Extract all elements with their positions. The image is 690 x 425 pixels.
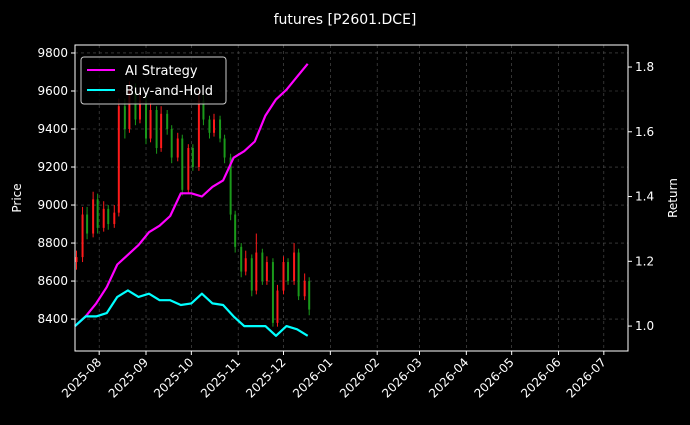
candle-body (102, 208, 105, 228)
candle-body (113, 212, 116, 225)
candle-body (149, 110, 152, 139)
candle-body (287, 262, 290, 282)
candle-body (75, 257, 78, 263)
candle-body (271, 262, 274, 323)
candle-body (138, 100, 141, 120)
candle-body (255, 252, 258, 291)
y2-tick-label: 1.6 (635, 125, 654, 139)
y-tick-label: 9200 (37, 160, 68, 174)
y-axis-right: 1.0 1.2 1.4 1.6 1.8 (628, 60, 654, 333)
candle-body (166, 113, 169, 130)
y-tick-label: 8600 (37, 274, 68, 288)
candle-body (160, 113, 163, 149)
candle-body (134, 90, 137, 120)
candle-body (202, 100, 205, 120)
candle-body (282, 262, 285, 291)
candle-body (208, 119, 211, 133)
candle-body (128, 90, 131, 130)
candle-body (176, 138, 179, 158)
candle-body (86, 214, 89, 234)
y-axis-label: Price (10, 183, 24, 212)
series-line-buy-and-hold (74, 289, 309, 337)
legend: AI Strategy Buy-and-Hold (80, 56, 227, 105)
candle-body (117, 106, 120, 213)
candle-body (197, 100, 200, 168)
candle-body (265, 262, 268, 282)
legend-label-buy-and-hold: Buy-and-Hold (125, 84, 213, 99)
candle-body (244, 258, 247, 272)
candle-body (187, 148, 190, 190)
plot-frame (74, 44, 629, 352)
series-lines (74, 63, 309, 337)
y2-tick-label: 1.0 (635, 319, 654, 333)
y-tick-label: 9800 (37, 46, 68, 60)
y2-tick-label: 1.4 (635, 190, 654, 204)
chart-title: futures [P2601.DCE] (274, 12, 417, 28)
candle-body (240, 246, 243, 272)
candle-body (170, 129, 173, 158)
candle-body (308, 281, 311, 310)
candle-body (293, 252, 296, 282)
candle-body (96, 199, 99, 228)
candle-body (92, 199, 95, 234)
series-line-ai-strategy (74, 63, 309, 327)
candle-body (261, 252, 264, 282)
legend-box (80, 56, 227, 105)
y-axis-left: 8400 8600 8800 9000 9200 9400 9600 9800 (37, 46, 75, 326)
y-tick-label: 9000 (37, 198, 68, 212)
candle-body (107, 208, 110, 225)
y2-tick-label: 1.2 (635, 254, 654, 268)
candle-body (191, 148, 194, 168)
candle-body (303, 281, 306, 297)
candle-body (213, 119, 216, 133)
y-tick-label: 9600 (37, 84, 68, 98)
y2-tick-label: 1.8 (635, 60, 654, 74)
candle-body (250, 258, 253, 291)
y-tick-label: 9400 (37, 122, 68, 136)
y-tick-label: 8800 (37, 236, 68, 250)
candle-body (229, 157, 232, 215)
candle-body (145, 100, 148, 139)
candle-body (219, 119, 222, 139)
candle-body (123, 106, 126, 130)
candle-body (155, 110, 158, 149)
candle-body (276, 290, 279, 323)
legend-label-ai-strategy: AI Strategy (125, 64, 198, 79)
candle-body (81, 214, 84, 258)
candle-body (223, 138, 226, 158)
candle-body (234, 214, 237, 247)
y-tick-label: 8400 (37, 312, 68, 326)
y2-axis-label: Return (666, 178, 680, 218)
candle-body (181, 138, 184, 190)
candle-body (297, 252, 300, 297)
